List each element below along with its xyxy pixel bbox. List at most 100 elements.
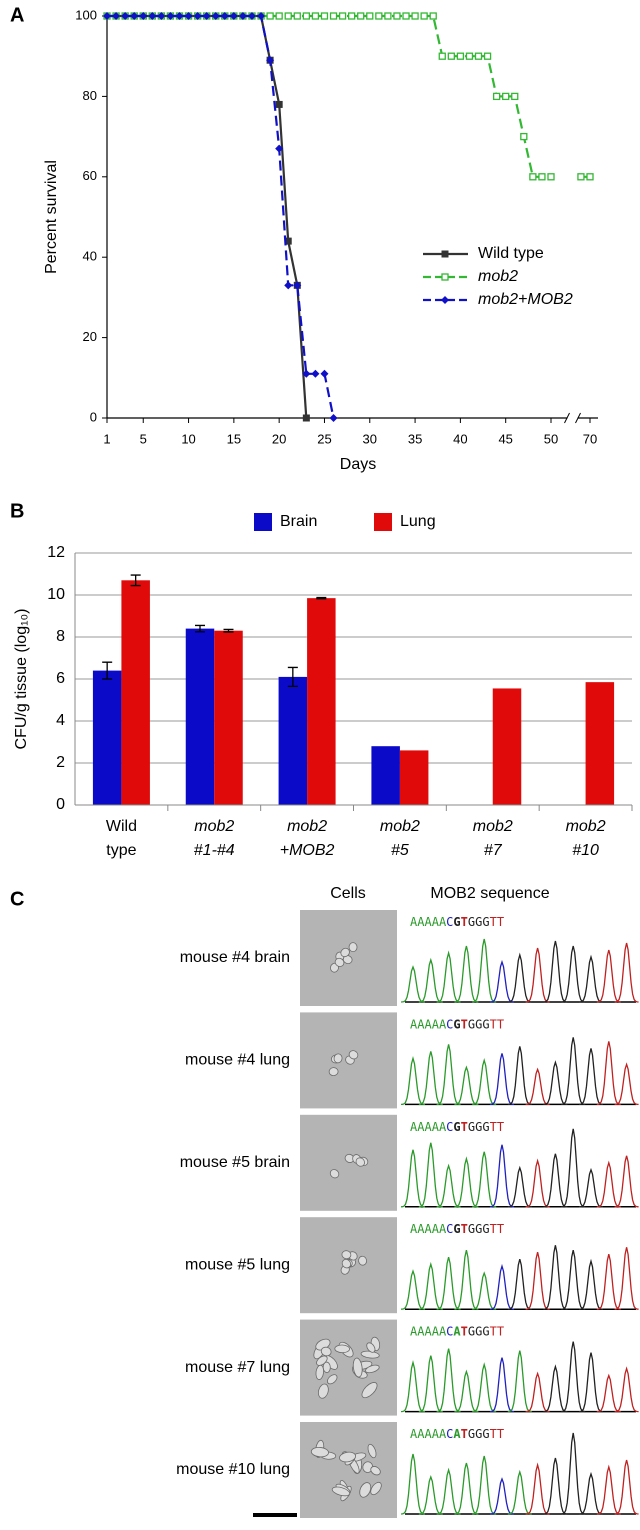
trace-peak (507, 1469, 532, 1515)
x-tick-label: 15 (227, 431, 241, 446)
trace-peak (578, 1352, 604, 1413)
bar (185, 628, 215, 805)
error-bar (195, 624, 205, 633)
point (338, 12, 347, 20)
point (266, 56, 275, 65)
point (284, 281, 293, 290)
point (375, 12, 383, 20)
point (238, 12, 247, 20)
point (293, 12, 301, 20)
trace-peak (578, 1048, 604, 1106)
cell (310, 1446, 329, 1458)
series-line (107, 14, 335, 419)
point (586, 173, 594, 181)
point (266, 12, 274, 20)
point (202, 12, 211, 20)
column-header: Cells (330, 885, 366, 902)
trace-peak (472, 1362, 497, 1413)
legend-label: mob2+MOB2 (478, 291, 573, 308)
cell (358, 1255, 367, 1266)
trace-peak (472, 1271, 497, 1310)
point (447, 52, 455, 60)
row-label: mouse #4 lung (185, 1052, 290, 1069)
point (220, 12, 229, 20)
trace-peak (543, 1364, 568, 1413)
cell (328, 1067, 339, 1077)
trace-peak (525, 947, 550, 1003)
cell (317, 1383, 329, 1399)
point (148, 12, 157, 20)
trace-peak (454, 1065, 479, 1106)
trace-peak (614, 1459, 639, 1515)
cell (334, 1344, 350, 1354)
cell (341, 1258, 352, 1269)
bar (121, 580, 150, 805)
x-tick-label: mob2 (194, 818, 234, 835)
cell (355, 1157, 365, 1167)
y-tick-label: 10 (47, 586, 65, 603)
point (311, 369, 320, 378)
row-label: mouse #5 lung (185, 1256, 290, 1273)
y-tick-label: 40 (83, 249, 97, 264)
row-label: mouse #10 lung (176, 1461, 290, 1478)
point (166, 12, 175, 20)
error-bar (102, 661, 113, 680)
y-tick-label: 0 (56, 796, 65, 813)
trace-peak (489, 1053, 515, 1106)
point (492, 92, 501, 101)
x-tick-label: 35 (408, 431, 422, 446)
trace-peak (454, 1462, 479, 1515)
trace-peak (596, 949, 621, 1003)
x-tick-label: 50 (544, 431, 558, 446)
trace-peak (525, 1252, 550, 1310)
point (275, 12, 283, 20)
trace-peak (489, 959, 515, 1003)
point (366, 12, 374, 20)
trace-peak (543, 1457, 568, 1515)
trace-peak (543, 1153, 568, 1208)
sequence: AAAAACGTGGGTT (410, 1017, 504, 1031)
x-tick-label: mob2 (287, 818, 327, 835)
axis-break (575, 412, 581, 424)
sequence: AAAAACGTGGGTT (410, 1119, 504, 1133)
row-label: mouse #4 brain (180, 949, 290, 966)
trace-peak (578, 1167, 604, 1208)
trace-peak (596, 1464, 621, 1515)
cell (341, 1250, 352, 1260)
trace-peak (561, 1432, 586, 1515)
x-tick-label: 40 (453, 431, 467, 446)
trace-peak (436, 1348, 461, 1413)
x-tick-label: #7 (484, 842, 503, 859)
y-tick-label: 80 (83, 88, 97, 103)
trace-peak (489, 1144, 515, 1208)
trace-peak (489, 1477, 515, 1515)
point (157, 12, 166, 20)
trace-peak (596, 1041, 621, 1106)
legend-label: Wild type (478, 245, 544, 262)
bar (585, 682, 615, 805)
trace-peak (418, 957, 443, 1003)
point (411, 12, 419, 20)
point (329, 12, 338, 20)
point (121, 12, 130, 20)
point (441, 250, 449, 258)
panel-label: A (10, 4, 24, 26)
y-tick-label: 8 (56, 628, 65, 645)
trace-peak (596, 1254, 621, 1310)
point (384, 12, 392, 20)
y-tick-label: 2 (56, 754, 65, 771)
trace-peak (543, 940, 568, 1003)
axis-break (564, 412, 570, 424)
cell (329, 1169, 340, 1179)
trace-peak (489, 1263, 515, 1310)
point (247, 12, 256, 20)
point (393, 12, 401, 20)
trace-peak (489, 1357, 515, 1413)
y-axis-title: Percent survival (43, 160, 60, 274)
point (112, 12, 121, 20)
trace-peak (472, 1058, 497, 1106)
point (429, 12, 437, 20)
cell-image (300, 1319, 397, 1416)
